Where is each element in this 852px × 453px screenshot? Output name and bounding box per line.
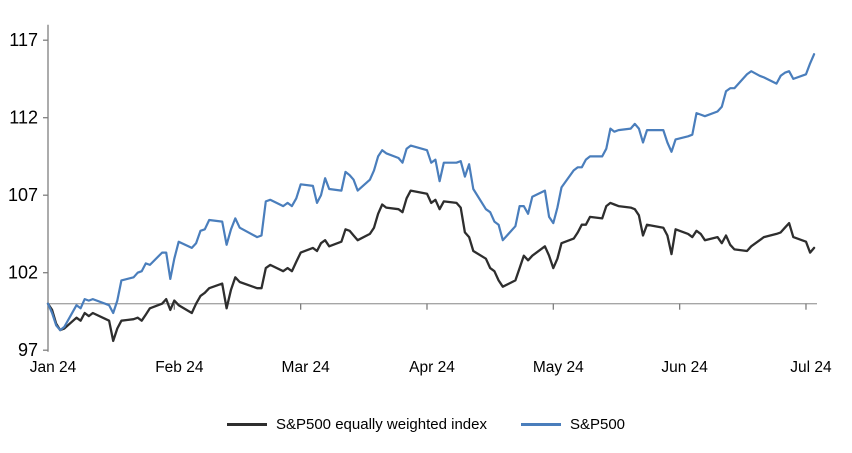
x-axis-label: Apr 24 xyxy=(409,359,455,376)
legend: S&P500 equally weighted index S&P500 xyxy=(0,413,852,435)
y-axis-label: 107 xyxy=(8,185,38,205)
legend-item-sp500: S&P500 xyxy=(520,415,626,433)
x-axis-label: May 24 xyxy=(533,359,584,376)
x-axis-label: Jul 24 xyxy=(790,359,832,376)
x-axis-label: Jan 24 xyxy=(30,359,77,376)
legend-item-equal-weight: S&P500 equally weighted index xyxy=(226,415,487,433)
x-axis-label: Feb 24 xyxy=(155,359,204,376)
equal-weight-line xyxy=(46,189,816,343)
x-axis-label: Mar 24 xyxy=(282,359,331,376)
sp500-line-swatch xyxy=(520,422,561,426)
y-axis-label: 102 xyxy=(8,263,38,283)
y-axis-label: 112 xyxy=(9,108,38,128)
y-axis-label: 97 xyxy=(18,340,38,360)
equal-weight-line-swatch xyxy=(226,422,267,426)
x-axis-label: Jun 24 xyxy=(661,359,708,376)
legend-label-equal-weight: S&P500 equally weighted index xyxy=(275,415,487,433)
legend-label-sp500: S&P500 xyxy=(569,415,626,433)
sp500-line xyxy=(46,53,816,332)
y-axis-label: 117 xyxy=(9,30,38,50)
